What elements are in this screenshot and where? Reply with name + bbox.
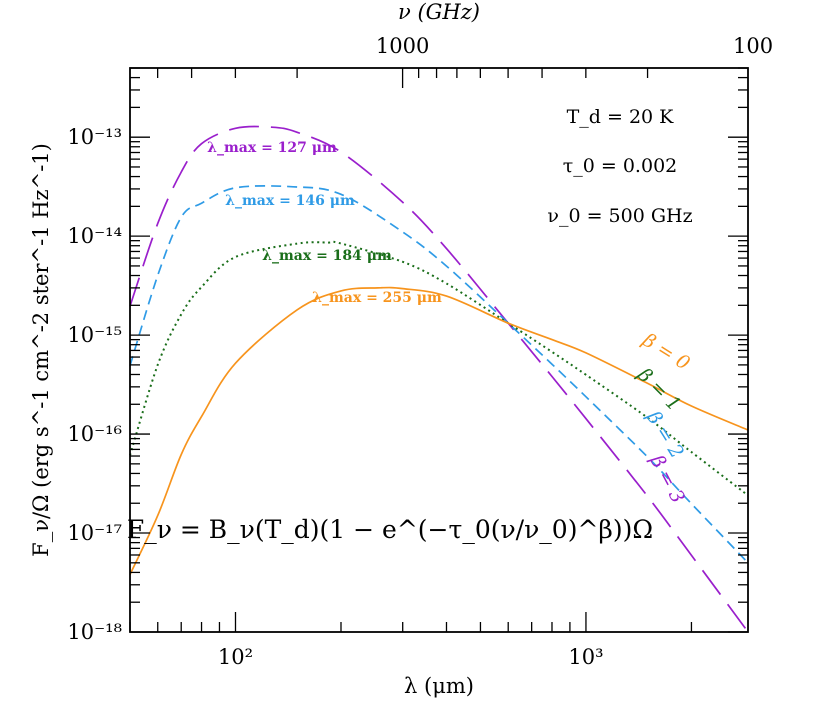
ticks-layer	[129, 67, 748, 633]
param-tau0: τ_0 = 0.002	[563, 155, 678, 177]
y-tick-label: 10⁻¹⁷	[67, 521, 122, 545]
peak-label-beta-3: λ_max = 127 μm	[207, 140, 337, 156]
series-line-beta-2	[129, 185, 749, 564]
y-tick-label: 10⁻¹⁶	[67, 422, 122, 446]
x-axis-title: λ (μm)	[404, 674, 474, 698]
top-tick-label: 100	[733, 34, 773, 58]
x-tick-label: 10²	[218, 645, 253, 669]
y-tick-label: 10⁻¹⁸	[67, 620, 122, 644]
param-nu0: ν_0 = 500 GHz	[547, 205, 692, 227]
y-axis-title: F_ν/Ω (erg s^-1 cm^-2 ster^-1 Hz^-1)	[29, 143, 53, 557]
y-tick-label: 10⁻¹⁵	[67, 323, 122, 347]
top-axis-title: ν (GHz)	[398, 0, 480, 24]
curves-layer	[129, 125, 749, 633]
beta-label-2: β = 2	[642, 406, 688, 462]
top-tick-label: 1000	[376, 34, 429, 58]
series-line-beta-3	[129, 125, 749, 633]
peak-label-beta-0: λ_max = 255 μm	[312, 290, 442, 306]
labels-layer: ν (GHz) λ (μm) F_ν/Ω (erg s^-1 cm^-2 ste…	[29, 0, 773, 698]
y-tick-label: 10⁻¹³	[67, 125, 122, 149]
formula: F_ν = B_ν(T_d)(1 − e^(−τ_0(ν/ν_0)^β))Ω	[127, 515, 653, 544]
y-tick-label: 10⁻¹⁴	[67, 224, 122, 248]
peak-label-beta-2: λ_max = 146 μm	[225, 193, 355, 209]
beta-label-3: β = 3	[645, 451, 689, 507]
x-tick-label: 10³	[568, 645, 603, 669]
param-td: T_d = 20 K	[567, 106, 675, 128]
peak-label-beta-1: λ_max = 184 μm	[262, 248, 392, 264]
series-line-beta-0	[129, 286, 749, 575]
